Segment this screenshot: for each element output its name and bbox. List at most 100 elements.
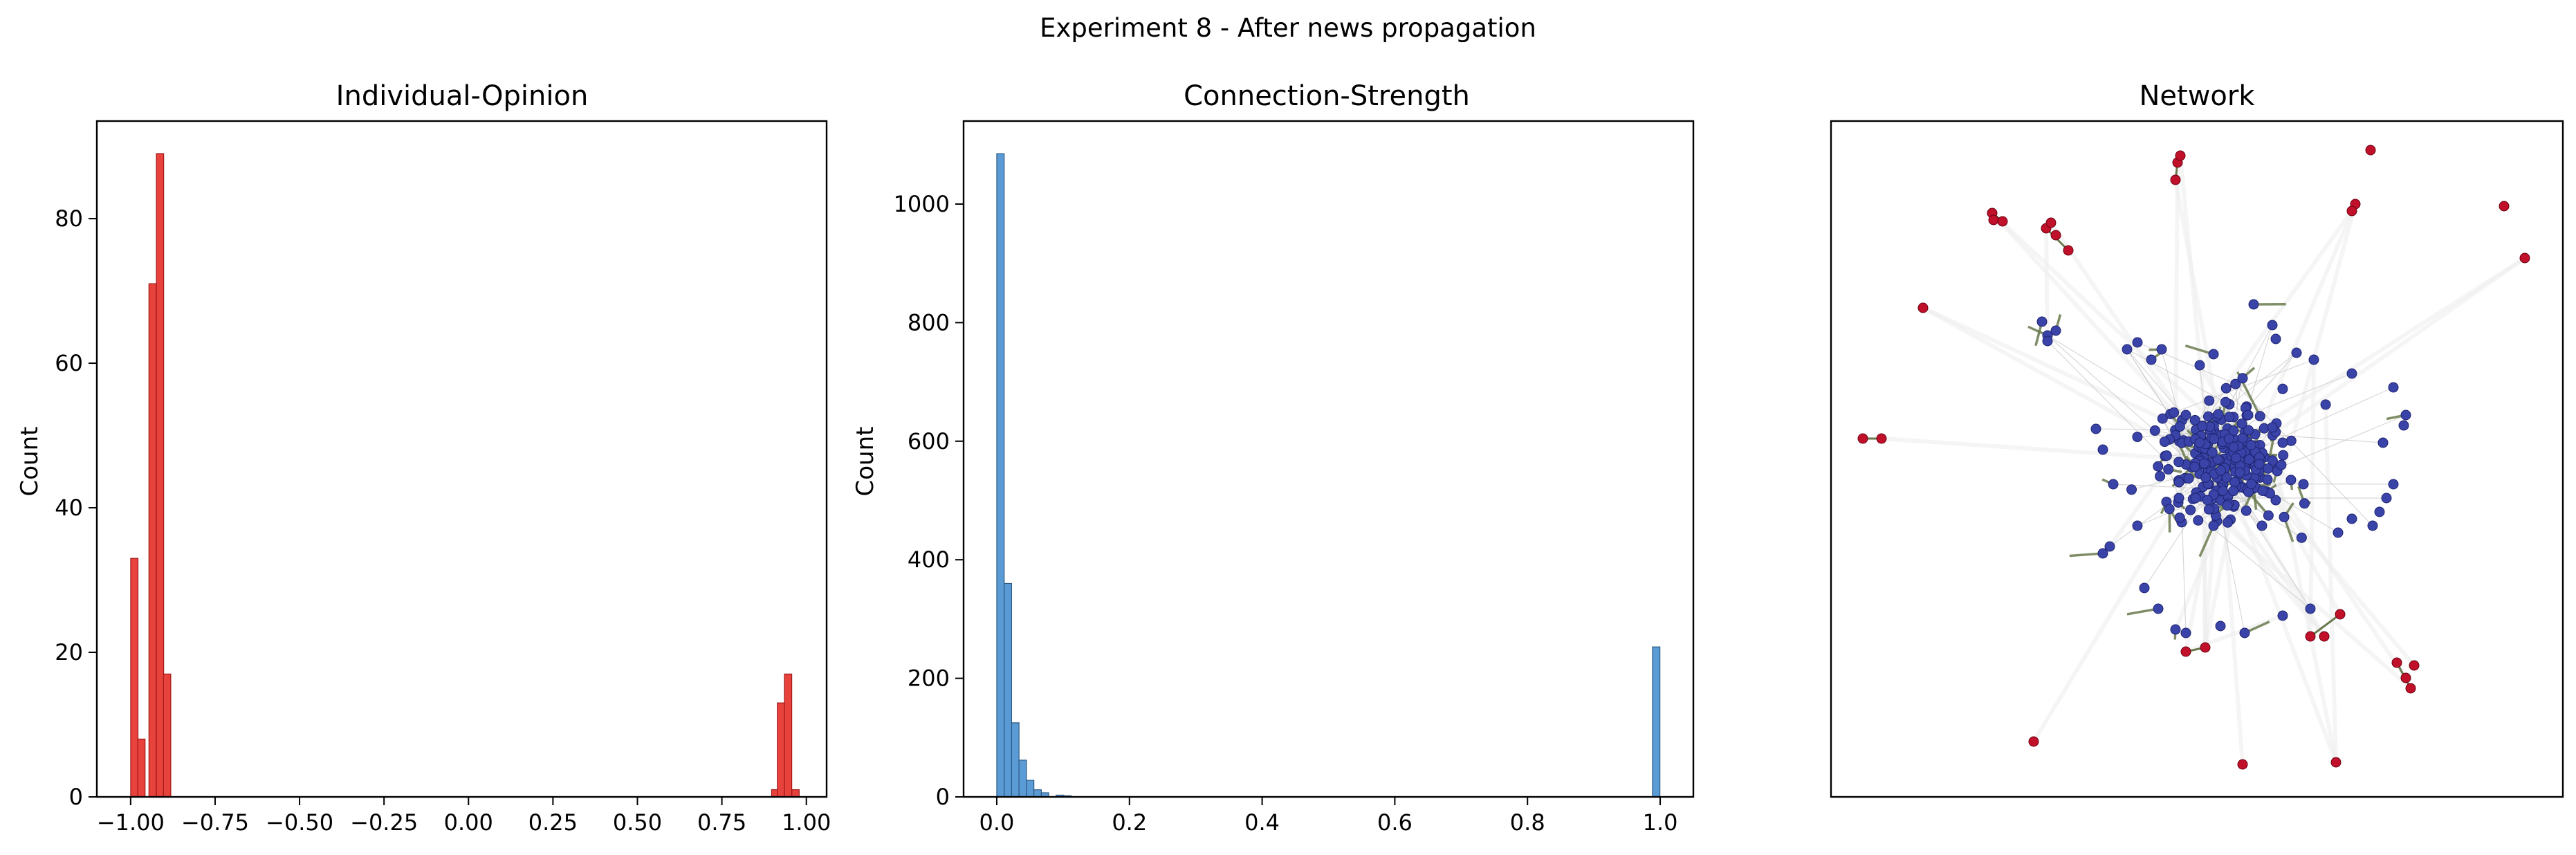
network-node-majority bbox=[2277, 383, 2288, 394]
network-node-majority bbox=[2241, 505, 2252, 516]
network-node-majority bbox=[2163, 463, 2174, 475]
network-weak-edge bbox=[2173, 162, 2180, 436]
network-node-majority bbox=[2367, 520, 2378, 531]
network-node-majority bbox=[2132, 337, 2143, 348]
network-weak-edge bbox=[2162, 418, 2201, 497]
network-node-majority bbox=[2285, 435, 2297, 446]
network-node-minority bbox=[2237, 759, 2248, 770]
strength-bar bbox=[1033, 789, 1042, 798]
network-node-majority bbox=[2263, 463, 2274, 474]
network-node-majority bbox=[2097, 444, 2108, 455]
network-weak-edge bbox=[2032, 501, 2180, 743]
network-node-majority bbox=[2194, 360, 2205, 371]
opinion-bar bbox=[156, 153, 165, 798]
opinion-bar bbox=[148, 283, 157, 798]
network-node-majority bbox=[2256, 520, 2267, 531]
network-node-minority bbox=[1988, 214, 1999, 226]
network-node-majority bbox=[2180, 627, 2191, 638]
network-node-majority bbox=[2202, 495, 2213, 506]
network-node-minority bbox=[2063, 245, 2074, 256]
network-node-majority bbox=[2239, 627, 2250, 638]
opinion-x-tick-label: 0.50 bbox=[613, 809, 662, 836]
opinion-x-tick-label: 0.00 bbox=[444, 809, 493, 836]
network-node-majority bbox=[2222, 500, 2233, 511]
network-node-majority bbox=[2104, 541, 2115, 552]
opinion-bar bbox=[137, 738, 146, 798]
network-node-majority bbox=[2285, 475, 2297, 486]
network-strong-edge bbox=[2310, 613, 2341, 638]
network-weak-edge bbox=[2108, 210, 2354, 548]
strength-y-tick-label: 0 bbox=[936, 784, 950, 810]
network-weak-edge bbox=[2246, 373, 2353, 416]
network-node-majority bbox=[2229, 477, 2241, 488]
network-chart-title: Network bbox=[2139, 80, 2255, 112]
network-node-majority bbox=[2377, 437, 2389, 448]
opinion-y-axis-label: Count bbox=[16, 427, 44, 497]
network-strong-edge bbox=[2126, 607, 2159, 616]
strength-plot-frame bbox=[962, 120, 1695, 798]
network-node-majority bbox=[2200, 472, 2211, 483]
network-node-majority bbox=[2132, 520, 2143, 531]
network-node-majority bbox=[2174, 512, 2185, 523]
network-node-majority bbox=[2153, 603, 2164, 614]
network-node-minority bbox=[2391, 657, 2402, 668]
network-node-majority bbox=[2254, 411, 2265, 422]
network-node-minority bbox=[2400, 672, 2411, 683]
network-node-majority bbox=[2236, 419, 2247, 430]
network-weak-edge bbox=[2179, 441, 2187, 634]
network-node-minority bbox=[2330, 757, 2342, 768]
network-node-minority bbox=[2170, 174, 2181, 185]
network-node-majority bbox=[2126, 484, 2137, 495]
opinion-y-tick-label: 40 bbox=[55, 495, 83, 521]
network-node-majority bbox=[2209, 434, 2220, 445]
network-node-majority bbox=[2159, 436, 2170, 448]
network-node-majority bbox=[2346, 513, 2357, 524]
network-node-majority bbox=[2237, 373, 2248, 384]
opinion-x-tick-label: −0.25 bbox=[350, 809, 418, 836]
network-node-majority bbox=[2036, 316, 2048, 327]
strength-y-tick-label: 600 bbox=[908, 428, 950, 454]
network-node-minority bbox=[2305, 631, 2316, 642]
network-node-minority bbox=[2319, 631, 2330, 642]
opinion-bar bbox=[784, 673, 793, 798]
network-node-majority bbox=[2243, 410, 2254, 421]
strength-y-tick-label: 800 bbox=[908, 309, 950, 335]
network-weak-edge bbox=[2216, 490, 2245, 634]
network-node-minority bbox=[2346, 205, 2357, 217]
opinion-bar bbox=[777, 702, 785, 798]
network-node-majority bbox=[2155, 470, 2166, 481]
network-node-minority bbox=[2335, 609, 2346, 620]
network-node-majority bbox=[2228, 425, 2239, 436]
network-node-majority bbox=[2161, 450, 2172, 461]
network-weak-edge bbox=[2324, 404, 2338, 763]
strength-histogram-panel: Connection-Strength Count 0.0 0.2 0.4 0.6 0.… bbox=[852, 80, 1695, 836]
network-node-majority bbox=[2212, 454, 2223, 465]
strength-y-tick-label: 1000 bbox=[894, 191, 950, 217]
network-node-majority bbox=[2173, 493, 2184, 504]
network-node-minority bbox=[2028, 736, 2039, 747]
network-node-majority bbox=[2180, 410, 2191, 421]
network-node-majority bbox=[2267, 455, 2278, 466]
figure-suptitle: Experiment 8 - After news propagation bbox=[1040, 13, 1536, 43]
network-node-majority bbox=[2208, 520, 2219, 531]
network-node-majority bbox=[2296, 532, 2307, 543]
network-node-majority bbox=[2174, 421, 2185, 432]
network-node-majority bbox=[2215, 465, 2226, 476]
network-node-majority bbox=[2228, 486, 2239, 497]
network-node-majority bbox=[2183, 473, 2194, 484]
network-node-minority bbox=[1857, 433, 1868, 444]
network-node-majority bbox=[2299, 498, 2310, 509]
network-node-majority bbox=[2220, 396, 2231, 407]
opinion-x-tick-label: 0.75 bbox=[697, 809, 746, 836]
network-weak-edge bbox=[1922, 306, 2207, 466]
network-weak-edge bbox=[2274, 203, 2357, 501]
network-node-majority bbox=[2305, 603, 2316, 614]
network-weak-edge bbox=[2268, 492, 2416, 667]
network-strong-edge bbox=[2069, 552, 2104, 558]
network-node-majority bbox=[2170, 624, 2181, 635]
network-node-majority bbox=[2243, 454, 2254, 465]
network-node-majority bbox=[2197, 421, 2208, 432]
network-node-majority bbox=[2308, 354, 2319, 365]
network-node-majority bbox=[2333, 527, 2344, 538]
network-node-majority bbox=[2213, 409, 2224, 420]
